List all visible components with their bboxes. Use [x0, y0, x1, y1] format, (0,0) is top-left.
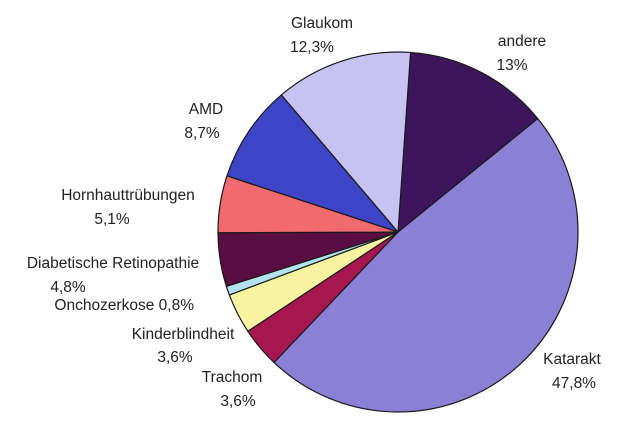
label-hornhauttruebungen-value: 5,1%	[94, 211, 130, 228]
pie-slices	[217, 51, 579, 413]
label-diabetische-retinopathie: Diabetische Retinopathie 4,8%	[27, 255, 199, 296]
label-onchozerkose-name: Onchozerkose 0,8%	[54, 297, 194, 314]
pie-slice-andere	[397, 51, 539, 233]
pie-slice-glaukom	[280, 51, 412, 233]
label-glaukom-name: Glaukom	[291, 15, 353, 32]
label-hornhauttruebungen: Hornhauttrübungen 5,1%	[61, 187, 195, 228]
label-onchozerkose: Onchozerkose 0,8%	[54, 297, 194, 314]
label-amd-name: AMD	[189, 101, 223, 118]
label-trachom-name: Trachom	[202, 369, 263, 386]
label-amd-value: 8,7%	[184, 125, 220, 142]
pie-slice-katarakt	[273, 117, 579, 413]
label-onchozerkose-value: 0,8%	[159, 297, 195, 314]
label-kinderblindheit-name: Kinderblindheit	[132, 326, 235, 343]
label-trachom-value: 3,6%	[220, 393, 256, 410]
label-glaukom-value: 12,3%	[290, 39, 334, 56]
pie-slice-amd	[226, 94, 399, 233]
label-glaukom: Glaukom 12,3%	[290, 15, 353, 56]
label-trachom: Trachom 3,6%	[202, 369, 263, 410]
label-onchozerkose-name-text: Onchozerkose	[54, 297, 154, 314]
label-diabetische-retinopathie-name: Diabetische Retinopathie	[27, 255, 199, 272]
label-katarakt-value: 47,8%	[552, 375, 596, 392]
label-kinderblindheit-value: 3,6%	[157, 349, 193, 366]
label-katarakt-name: Katarakt	[543, 351, 601, 368]
label-amd: AMD 8,7%	[184, 101, 223, 142]
label-kinderblindheit: Kinderblindheit 3,6%	[132, 326, 235, 366]
label-andere-value: 13%	[496, 57, 527, 74]
label-diabetische-retinopathie-value: 4,8%	[50, 279, 86, 296]
label-hornhauttruebungen-name: Hornhauttrübungen	[61, 187, 195, 204]
label-katarakt: Katarakt 47,8%	[543, 351, 601, 392]
label-andere: andere 13%	[496, 33, 546, 74]
label-andere-name: andere	[498, 33, 546, 50]
